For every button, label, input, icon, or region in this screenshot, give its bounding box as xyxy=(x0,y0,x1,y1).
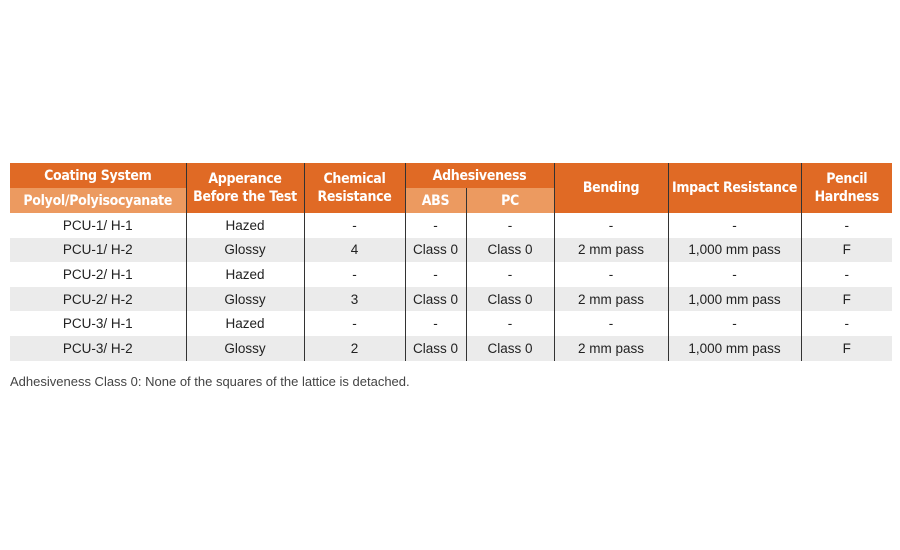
table-cell: F xyxy=(800,335,893,361)
header-pencil: Pencil Hardness xyxy=(800,163,893,213)
table-cell: 2 mm pass xyxy=(553,286,669,312)
table-row: PCU-2/ H-1 Hazed - - - - - - xyxy=(10,262,893,287)
table-cell: - xyxy=(800,311,893,336)
table-cell: Class 0 xyxy=(465,335,555,361)
table-cell: 1,000 mm pass xyxy=(667,237,802,263)
results-table: Coating System Apperance Before the Test… xyxy=(10,163,893,361)
table-cell: 2 mm pass xyxy=(553,335,669,361)
table-cell: - xyxy=(800,262,893,287)
table-cell: - xyxy=(404,311,466,336)
table-cell: 2 mm pass xyxy=(553,237,669,263)
table-cell: Class 0 xyxy=(404,335,466,361)
table-cell: PCU-3/ H-1 xyxy=(62,316,133,332)
table-row: PCU-3/ H-1 Hazed - - - - - - xyxy=(10,311,893,336)
table-cell: Class 0 xyxy=(404,286,466,312)
header-coating-system: Coating System xyxy=(10,163,186,188)
table-cell: Class 0 xyxy=(465,286,555,312)
table-cell: Class 0 xyxy=(404,237,466,263)
table-cell: Hazed xyxy=(185,311,304,336)
table-row: PCU-1/ H-1 Hazed - - - - - - xyxy=(10,213,893,238)
table-cell: Hazed xyxy=(185,213,304,238)
table-cell: - xyxy=(303,213,405,238)
table-cell: Glossy xyxy=(185,335,304,361)
table-cell: Hazed xyxy=(185,262,304,287)
table-cell: - xyxy=(404,213,466,238)
table-cell: - xyxy=(667,262,802,287)
table-cell: F xyxy=(800,237,893,263)
table-cell: PCU-1/ H-1 xyxy=(62,217,133,233)
table-cell: - xyxy=(465,213,555,238)
table-cell: PCU-2/ H-1 xyxy=(62,266,133,282)
header-appearance: Apperance Before the Test xyxy=(185,163,304,213)
table-cell: - xyxy=(553,311,669,336)
header-polyol: Polyol/Polyisocyanate xyxy=(10,188,186,213)
table-cell: - xyxy=(667,311,802,336)
table-cell: - xyxy=(553,262,669,287)
table-cell: Glossy xyxy=(185,237,304,263)
table-cell: - xyxy=(303,262,405,287)
header-adhesiveness: Adhesiveness xyxy=(404,163,555,188)
header-pc: PC xyxy=(465,188,555,213)
table-cell: Glossy xyxy=(185,286,304,312)
table-cell: 4 xyxy=(303,237,405,263)
table-cell: 1,000 mm pass xyxy=(667,335,802,361)
table-cell: - xyxy=(465,262,555,287)
table-cell: PCU-2/ H-2 xyxy=(10,286,186,312)
header-abs: ABS xyxy=(404,188,466,213)
table-cell: - xyxy=(303,311,405,336)
table-cell: 3 xyxy=(303,286,405,312)
table-cell: PCU-1/ H-2 xyxy=(10,237,186,263)
header-chemical: Chemical Resistance xyxy=(303,163,405,213)
table-cell: 2 xyxy=(303,335,405,361)
header-bending: Bending xyxy=(553,163,669,213)
table-cell: - xyxy=(465,311,555,336)
header-impact: Impact Resistance xyxy=(667,163,802,213)
table-cell: - xyxy=(404,262,466,287)
table-cell: - xyxy=(667,213,802,238)
table-cell: - xyxy=(800,213,893,238)
table-cell: F xyxy=(800,286,893,312)
table-cell: 1,000 mm pass xyxy=(667,286,802,312)
table-cell: - xyxy=(553,213,669,238)
table-cell: Class 0 xyxy=(465,237,555,263)
table-caption: Adhesiveness Class 0: None of the square… xyxy=(10,374,410,389)
table-cell: PCU-3/ H-2 xyxy=(10,335,186,361)
